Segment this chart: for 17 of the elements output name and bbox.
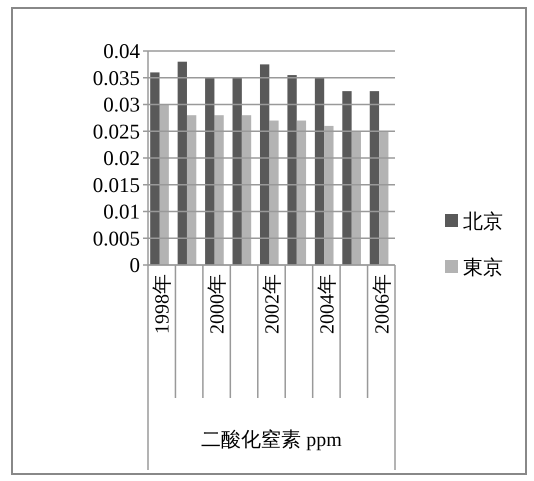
y-tick-label: 0.01: [103, 200, 140, 224]
x-tick-label: 2002年: [262, 274, 284, 334]
y-tick-label: 0.015: [92, 172, 140, 197]
x-tick-label: 1998年: [152, 274, 174, 334]
x-tick-label: 2000年: [206, 274, 229, 334]
y-tick-label: 0.03: [103, 92, 140, 116]
legend-label: 東京: [463, 257, 503, 279]
x-tick-label: 2004年: [316, 274, 338, 334]
y-tick-label: 0.035: [92, 66, 140, 90]
y-tick-label: 0: [130, 253, 140, 277]
y-tick-label: 0.04: [103, 39, 140, 63]
y-tick-label: 0.02: [103, 146, 140, 170]
x-axis-title: 二酸化窒素 ppm: [201, 429, 342, 451]
legend-label: 北京: [463, 211, 503, 233]
x-tick-label: 2006年: [371, 274, 394, 334]
y-tick-label: 0.005: [92, 226, 140, 250]
y-tick-label: 0.025: [92, 119, 140, 144]
